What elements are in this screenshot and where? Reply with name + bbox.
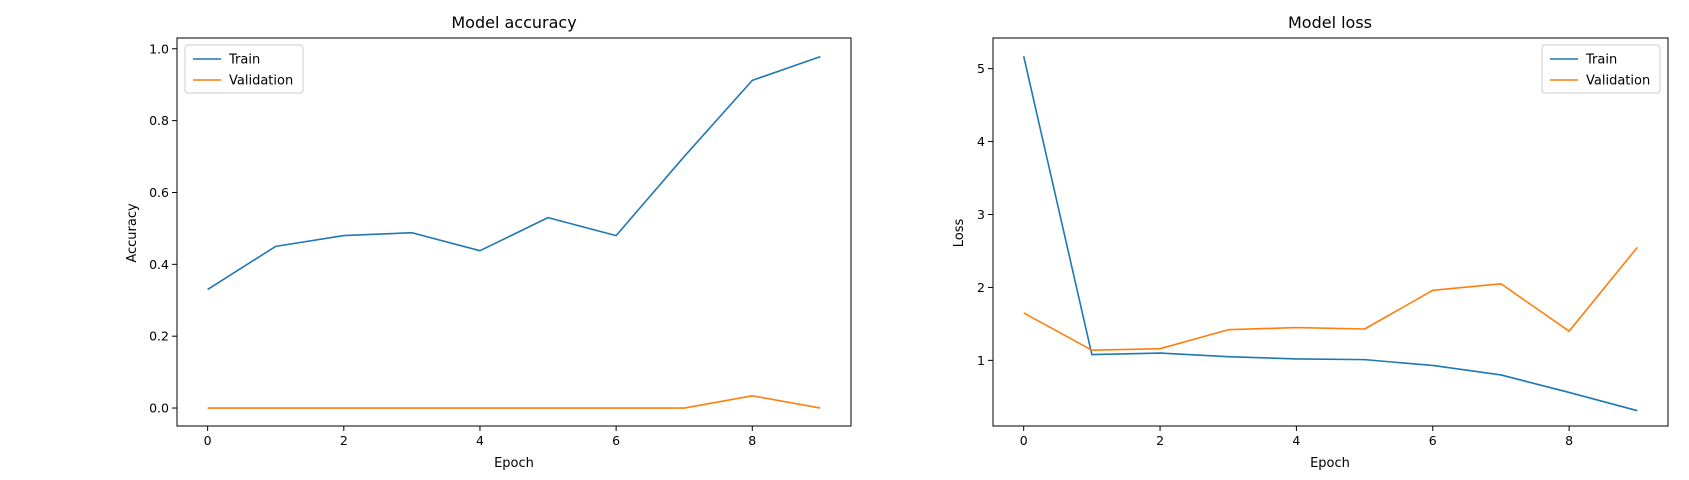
loss-ticks: 0 2 4 6 8 1 2 3 4 5 xyxy=(977,61,1573,448)
loss-y-tick-label: 5 xyxy=(977,61,985,76)
loss-plot-frame xyxy=(992,37,1669,427)
accuracy-legend-box xyxy=(184,44,304,94)
loss-legend-box xyxy=(1541,44,1661,94)
loss-y-axis-label: Loss xyxy=(952,219,967,248)
loss-series-line-train xyxy=(1022,56,1638,412)
loss-x-axis-label: Epoch xyxy=(1310,456,1350,471)
loss-x-tick-label: 8 xyxy=(1565,433,1573,448)
accuracy-chart-title: Model accuracy xyxy=(451,13,576,32)
accuracy-y-tick-label: 0.2 xyxy=(149,329,169,344)
loss-chart-title: Model loss xyxy=(1288,13,1372,32)
accuracy-plot-frame xyxy=(176,37,852,427)
accuracy-legend-label-validation: Validation xyxy=(229,74,293,89)
loss-y-tick-label: 2 xyxy=(977,280,985,295)
accuracy-y-tick-label: 0.6 xyxy=(149,185,169,200)
loss-legend-label-validation: Validation xyxy=(1586,74,1650,89)
accuracy-x-tick-label: 6 xyxy=(612,433,620,448)
accuracy-x-tick-label: 8 xyxy=(748,433,756,448)
loss-series-line-validation xyxy=(1023,246,1638,351)
loss-y-tick-label: 1 xyxy=(977,353,985,368)
loss-x-tick-label: 4 xyxy=(1292,433,1300,448)
accuracy-y-axis-label: Accuracy xyxy=(125,203,140,263)
loss-lines xyxy=(1022,56,1638,412)
loss-x-tick-label: 6 xyxy=(1429,433,1437,448)
accuracy-legend: Train Validation xyxy=(184,44,304,94)
loss-legend-label-train: Train xyxy=(1585,53,1617,68)
accuracy-y-tick-label: 1.0 xyxy=(149,41,169,56)
loss-x-tick-label: 0 xyxy=(1020,433,1028,448)
loss-x-tick-label: 2 xyxy=(1156,433,1164,448)
accuracy-series-line-train xyxy=(207,55,821,291)
accuracy-series-line-validation xyxy=(207,395,821,409)
loss-y-tick-label: 4 xyxy=(977,134,985,149)
accuracy-lines xyxy=(207,55,821,409)
accuracy-y-tick-label: 0.4 xyxy=(149,257,169,272)
accuracy-chart: Model accuracy Epoch Accuracy 0 2 4 6 8 0.0 0.… xyxy=(125,13,852,471)
accuracy-x-tick-label: 2 xyxy=(340,433,348,448)
loss-chart: Model loss Epoch Loss 0 2 4 6 8 1 2 3 4 5 Train V… xyxy=(952,13,1669,471)
accuracy-x-tick-label: 4 xyxy=(476,433,484,448)
accuracy-x-axis-label: Epoch xyxy=(494,456,534,471)
accuracy-ticks: 0 2 4 6 8 0.0 0.2 0.4 0.6 0.8 1.0 xyxy=(149,41,756,448)
loss-y-tick-label: 3 xyxy=(977,207,985,222)
accuracy-x-tick-label: 0 xyxy=(204,433,212,448)
loss-legend: Train Validation xyxy=(1541,44,1661,94)
accuracy-legend-label-train: Train xyxy=(228,53,260,68)
accuracy-y-tick-label: 0.8 xyxy=(149,113,169,128)
accuracy-y-tick-label: 0.0 xyxy=(149,401,169,416)
